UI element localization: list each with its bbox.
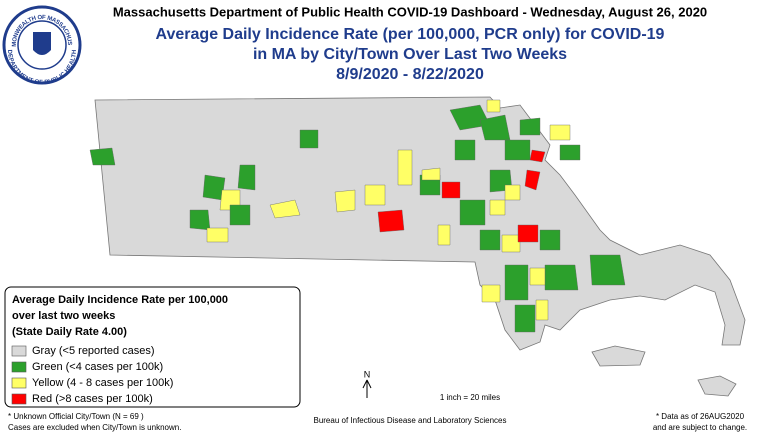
legend-label: Green (<4 cases per 100k)	[32, 361, 163, 373]
seal: COMMONWEALTH OF MASSACHUSETTS DEPARTMENT…	[0, 0, 82, 86]
footnote: Cases are excluded when City/Town is unk…	[8, 423, 181, 432]
legend-swatch	[11, 345, 27, 357]
footnote: * Data as of 26AUG2020	[656, 412, 745, 421]
legend-swatch	[11, 393, 27, 405]
legend-label: Yellow (4 - 8 cases per 100k)	[32, 377, 173, 389]
map	[89, 96, 746, 397]
footnote: * Unknown Official City/Town (N = 69 )	[8, 412, 144, 421]
legend-swatch	[11, 377, 27, 389]
compass-label: N	[364, 369, 371, 379]
legend-title: (State Daily Rate 4.00)	[12, 326, 127, 338]
footnote: and are subject to change.	[653, 423, 747, 432]
title-line: Average Daily Incidence Rate (per 100,00…	[156, 26, 665, 43]
title-line: in MA by City/Town Over Last Two Weeks	[253, 46, 567, 63]
north-arrow: N	[362, 369, 372, 398]
legend: Average Daily Incidence Rate per 100,000…	[11, 294, 228, 405]
agency-line: Massachusetts Department of Public Healt…	[113, 4, 707, 19]
legend-label: Red (>8 cases per 100k)	[32, 393, 153, 405]
legend-swatch	[11, 361, 27, 373]
title-line: 8/9/2020 - 8/22/2020	[336, 66, 484, 83]
footnote: Bureau of Infectious Disease and Laborat…	[313, 416, 506, 425]
legend-title: Average Daily Incidence Rate per 100,000	[12, 294, 228, 306]
legend-label: Gray (<5 reported cases)	[32, 345, 155, 357]
legend-title: over last two weeks	[12, 310, 115, 322]
scale: 1 inch = 20 miles	[440, 393, 500, 402]
legend-box	[4, 286, 301, 408]
